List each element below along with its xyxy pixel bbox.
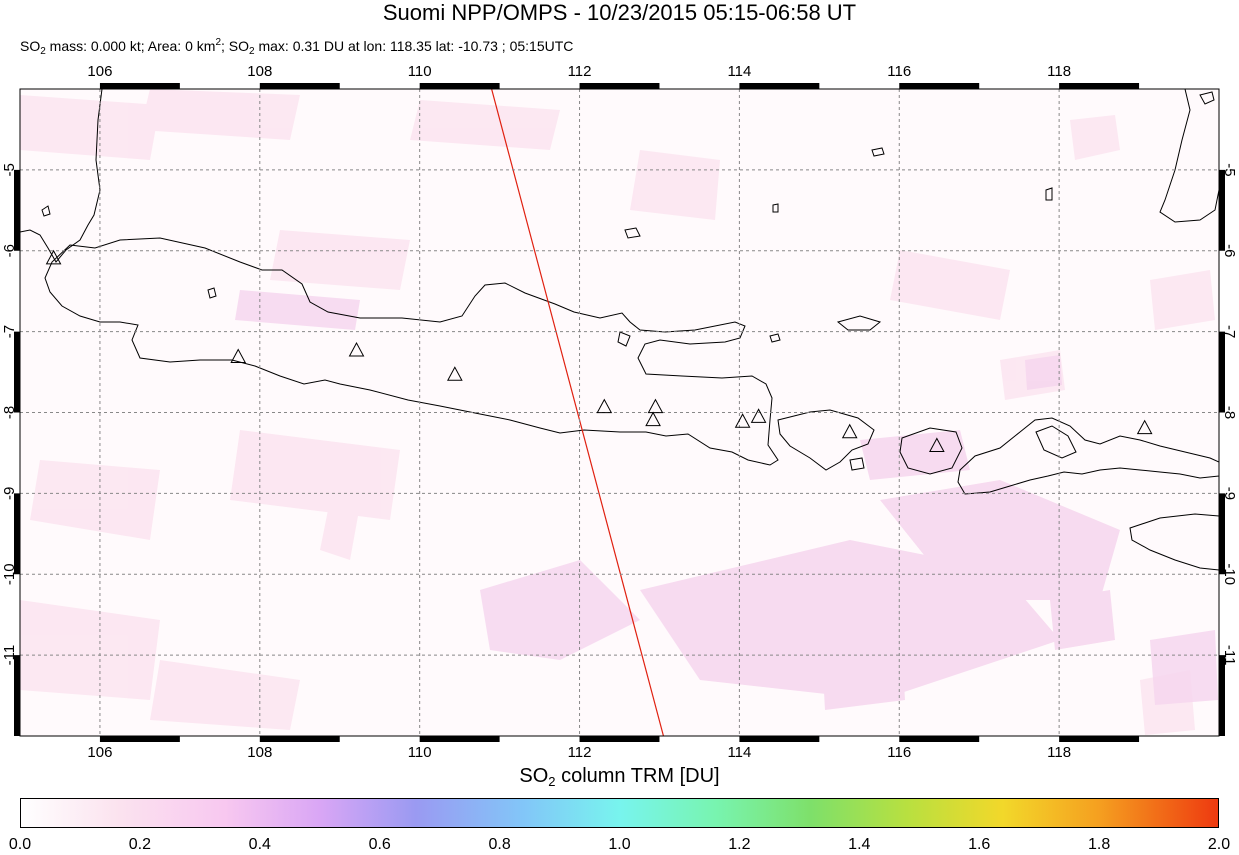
colorbar-tick-label: 0.4 bbox=[248, 836, 271, 853]
frame-bar-bottom bbox=[579, 736, 660, 742]
lon-label-bottom: 116 bbox=[887, 744, 911, 760]
frame-bar-right bbox=[1219, 331, 1225, 413]
lat-label-right: -10 bbox=[1221, 563, 1238, 585]
orbit-track-line bbox=[491, 89, 665, 736]
so2-map: 106 108 110 112 114 116 118 106 108 110 112 114 116… bbox=[1, 63, 1238, 760]
lat-label-right: -11 bbox=[1221, 645, 1238, 666]
frame-bar-top bbox=[1059, 83, 1140, 89]
colorbar-tick-label: 0.8 bbox=[488, 836, 511, 853]
so2-max-text: max: 0.31 DU at lon: 118.35 lat: -10.73 … bbox=[254, 38, 574, 54]
frame-bar-right bbox=[1219, 493, 1225, 575]
colorbar-gradient bbox=[20, 798, 1219, 828]
lon-label-bottom: 110 bbox=[408, 744, 432, 760]
frame-bar-bottom bbox=[259, 736, 340, 742]
frame-bar-bottom bbox=[739, 736, 820, 742]
area-text: ; SO bbox=[221, 38, 250, 54]
frame-bar-bottom bbox=[899, 736, 980, 742]
frame-bar-right bbox=[1219, 655, 1225, 736]
volcano-icon bbox=[841, 423, 858, 439]
colorbar-tick-label: 0.0 bbox=[8, 836, 32, 853]
frame-bar-left bbox=[14, 169, 20, 251]
volcano-icon bbox=[928, 437, 945, 452]
lon-label-top: 106 bbox=[87, 63, 112, 80]
latitude-labels-left: -5 -6 -7 -8 -9 -10 -11 bbox=[1, 163, 18, 665]
colorbar-tick-label: 1.2 bbox=[728, 836, 751, 853]
frame-bar-top bbox=[259, 83, 340, 89]
lon-label-bottom: 114 bbox=[727, 744, 751, 760]
frame-bar-left bbox=[14, 655, 20, 736]
lon-label-bottom: 118 bbox=[1047, 744, 1071, 760]
lon-label-bottom: 106 bbox=[87, 744, 112, 760]
subscript-2: 2 bbox=[40, 46, 46, 57]
volcano-icon bbox=[596, 398, 613, 414]
frame-bar-left bbox=[14, 331, 20, 413]
lon-label-top: 114 bbox=[727, 63, 751, 80]
so2-stats-line: SO2 mass: 0.000 kt; Area: 0 km2; SO2 max… bbox=[20, 34, 573, 61]
lat-label-right: -9 bbox=[1221, 487, 1238, 500]
lon-label-top: 116 bbox=[887, 63, 911, 80]
colorbar-tick-label: 1.4 bbox=[848, 836, 871, 853]
frame-bar-top bbox=[739, 83, 820, 89]
lon-label-top: 112 bbox=[568, 63, 592, 80]
lat-label-right: -8 bbox=[1221, 406, 1238, 419]
longitude-labels-top: 106 108 110 112 114 116 118 bbox=[87, 63, 1071, 80]
lat-label-left: -5 bbox=[1, 163, 18, 176]
frame-bar-top bbox=[99, 83, 180, 89]
frame-bar-bottom bbox=[419, 736, 500, 742]
longitude-labels-bottom: 106 108 110 112 114 116 118 bbox=[87, 744, 1071, 760]
volcano-icon bbox=[750, 408, 767, 423]
map-title: Suomi NPP/OMPS - 10/23/2015 05:15-06:58 … bbox=[382, 0, 857, 25]
frame-bar-right bbox=[1219, 169, 1225, 251]
map-frame-ticks bbox=[14, 83, 1225, 742]
frame-bar-top bbox=[579, 83, 660, 89]
frame-bar-left bbox=[14, 493, 20, 575]
frame-bar-top bbox=[899, 83, 980, 89]
volcano-icon bbox=[230, 348, 247, 364]
subscript-2b: 2 bbox=[249, 46, 255, 57]
frame-bar-top bbox=[419, 83, 500, 89]
lat-label-left: -7 bbox=[1, 325, 18, 338]
lat-label-right: -5 bbox=[1221, 163, 1238, 176]
frame-bar-bottom bbox=[1059, 736, 1140, 742]
volcano-markers bbox=[45, 249, 1153, 452]
lon-label-top: 110 bbox=[408, 63, 432, 80]
lat-label-left: -11 bbox=[1, 645, 18, 666]
superscript-2: 2 bbox=[215, 37, 221, 48]
lat-label-left: -10 bbox=[1, 563, 18, 585]
lat-label-right: -7 bbox=[1221, 325, 1238, 338]
colorbar-title-sub: 2 bbox=[548, 774, 556, 789]
colorbar-tick-label: 1.0 bbox=[608, 836, 631, 853]
frame-bar-bottom bbox=[99, 736, 180, 742]
colorbar-title-suffix: column TRM [DU] bbox=[555, 765, 720, 787]
colorbar-tick-label: 0.6 bbox=[368, 836, 391, 853]
lon-label-bottom: 108 bbox=[247, 744, 272, 760]
lat-label-left: -9 bbox=[1, 487, 18, 500]
volcano-icon bbox=[734, 413, 751, 428]
so2-mass-text: mass: 0.000 kt; Area: 0 km bbox=[45, 38, 216, 54]
lon-label-top: 118 bbox=[1047, 63, 1071, 80]
volcano-icon bbox=[645, 411, 661, 427]
so2-mass-prefix: SO bbox=[20, 38, 41, 54]
colorbar-tick-label: 0.2 bbox=[128, 836, 152, 853]
volcano-icon bbox=[447, 366, 463, 381]
map-gridlines bbox=[20, 89, 1219, 736]
lon-label-bottom: 112 bbox=[568, 744, 592, 760]
volcano-icon bbox=[45, 249, 62, 265]
colorbar-title-prefix: SO bbox=[519, 765, 549, 787]
colorbar-title: SO2 column TRM [DU] bbox=[0, 764, 1239, 794]
lon-label-top: 108 bbox=[247, 63, 272, 80]
lat-label-right: -6 bbox=[1221, 244, 1238, 257]
so2-pixel-layer bbox=[20, 89, 1219, 736]
latitude-labels-right: -5 -6 -7 -8 -9 -10 -11 bbox=[1221, 163, 1238, 665]
volcano-icon bbox=[1136, 419, 1153, 435]
lat-label-left: -8 bbox=[1, 406, 18, 419]
colorbar-tick-label: 2.0 bbox=[1207, 836, 1231, 853]
volcano-icon bbox=[348, 341, 365, 357]
colorbar-tick-label: 1.6 bbox=[968, 836, 991, 853]
volcano-icon bbox=[647, 398, 664, 414]
colorbar-tick-label: 1.8 bbox=[1087, 836, 1111, 853]
lat-label-left: -6 bbox=[1, 244, 18, 257]
